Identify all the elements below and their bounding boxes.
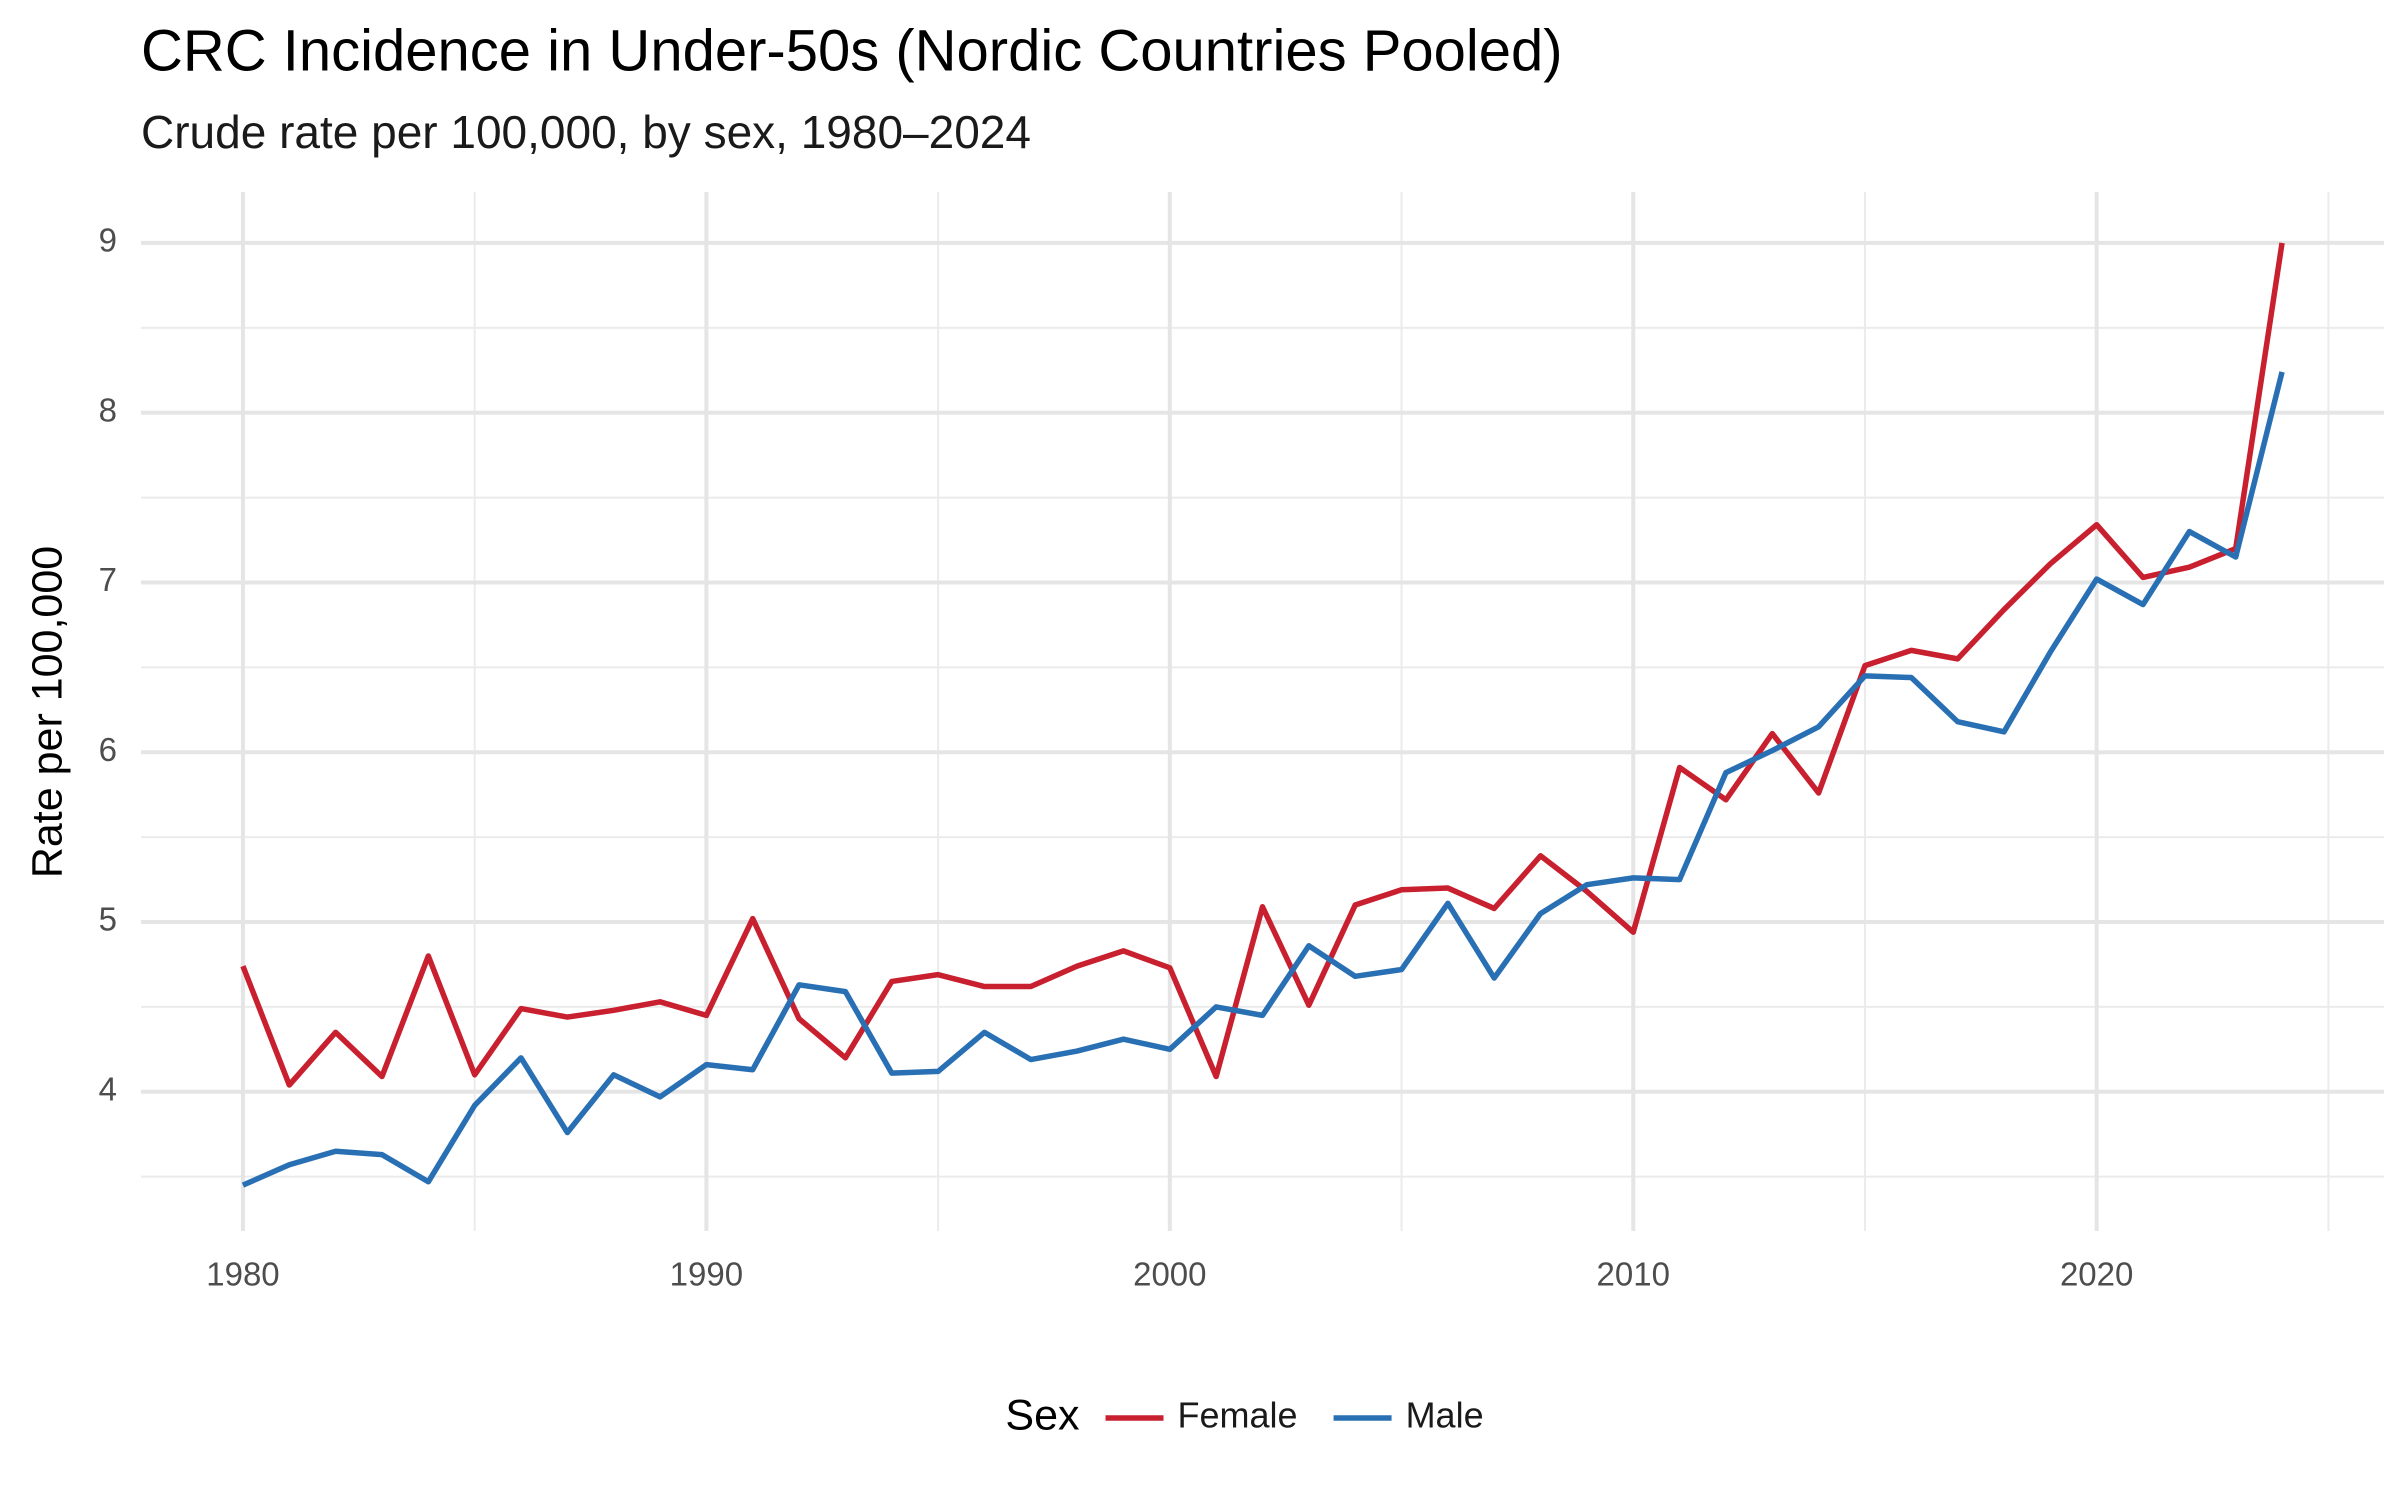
x-tick-label: 2010 [1597,1256,1670,1293]
y-tick-label: 8 [99,391,117,428]
legend-label: Female [1178,1395,1298,1436]
y-tick-label: 6 [99,731,117,768]
lines [240,242,2285,1188]
grid: 4 5 6 7 8 9 1980 1990 2000 2010 2020 [99,192,2384,1293]
y-tick-label: 9 [99,222,117,259]
chart-subtitle: Crude rate per 100,000, by sex, 1980–202… [141,106,1031,158]
legend: Sex Female Male [1005,1391,1483,1439]
x-tick-label: 2000 [1133,1256,1206,1293]
chart-title: CRC Incidence in Under-50s (Nordic Count… [141,18,1563,83]
series-line [240,242,2285,1088]
x-tick-label: 1990 [670,1256,743,1293]
y-tick-label: 4 [99,1071,117,1108]
y-axis-title: Rate per 100,000 [23,546,71,878]
x-tick-label: 1980 [206,1256,279,1293]
legend-label: Male [1406,1395,1484,1436]
y-tick-label: 7 [99,561,117,598]
legend-title: Sex [1005,1391,1080,1439]
legend-item: Female [1105,1395,1298,1436]
legend-item: Male [1333,1395,1484,1436]
x-tick-label: 2020 [2060,1256,2133,1293]
y-tick-label: 5 [99,901,117,938]
series-line [241,371,2285,1188]
